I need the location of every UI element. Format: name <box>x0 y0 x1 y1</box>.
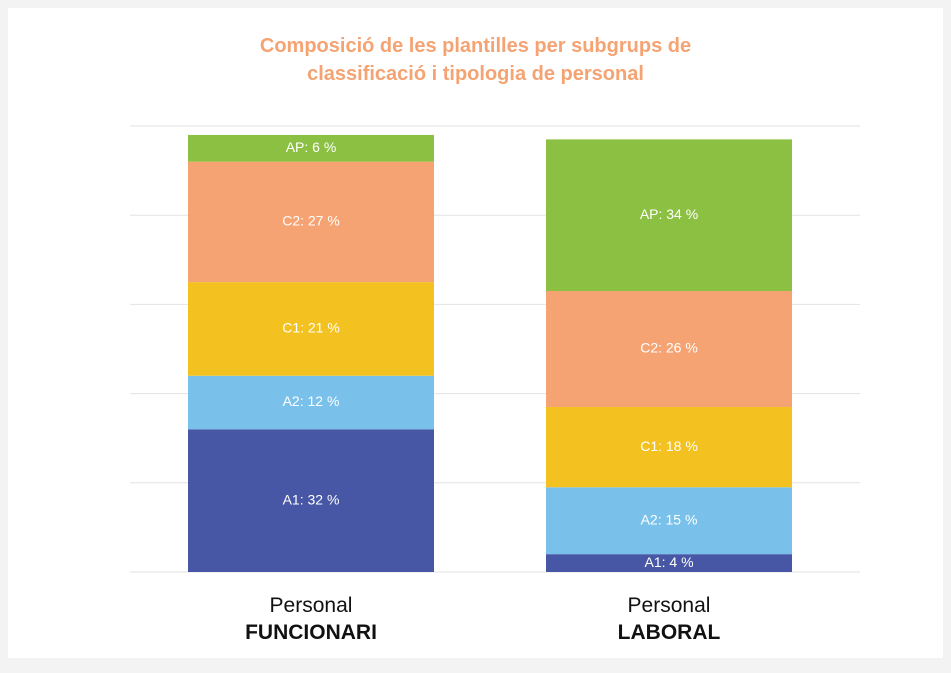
bar-segment <box>546 487 792 555</box>
data-label: A1: 32 % <box>283 491 340 507</box>
x-tick-label-line: LABORAL <box>618 621 721 644</box>
data-label: AP: 34 % <box>640 206 698 222</box>
data-label: C1: 21 % <box>282 320 340 336</box>
bar-segment <box>188 134 434 162</box>
bar-segment <box>546 554 792 572</box>
data-label: A2: 12 % <box>283 393 340 409</box>
data-label: A1: 4 % <box>644 554 693 570</box>
data-label: C1: 18 % <box>640 438 698 454</box>
x-tick-label-line: Personal <box>628 594 711 617</box>
panel <box>8 8 943 658</box>
data-label: AP: 6 % <box>286 139 337 155</box>
x-tick-label-line: Personal <box>270 594 353 617</box>
bar-segment <box>188 375 434 430</box>
x-tick-label: Personal LABORAL <box>618 594 721 644</box>
data-label: C2: 26 % <box>640 340 698 356</box>
bar-segment <box>188 161 434 283</box>
bar-segment <box>546 291 792 407</box>
x-tick-label: Personal FUNCIONARI <box>245 594 377 644</box>
bar-segment <box>546 406 792 488</box>
data-label: A2: 15 % <box>641 511 698 527</box>
bar-segment <box>188 429 434 572</box>
bar-segment <box>188 282 434 376</box>
data-label: C2: 27 % <box>282 213 340 229</box>
x-tick-label-line: FUNCIONARI <box>245 621 377 644</box>
chart-title: Composició de les plantilles per subgrup… <box>259 35 692 85</box>
bar-segment <box>546 139 792 292</box>
